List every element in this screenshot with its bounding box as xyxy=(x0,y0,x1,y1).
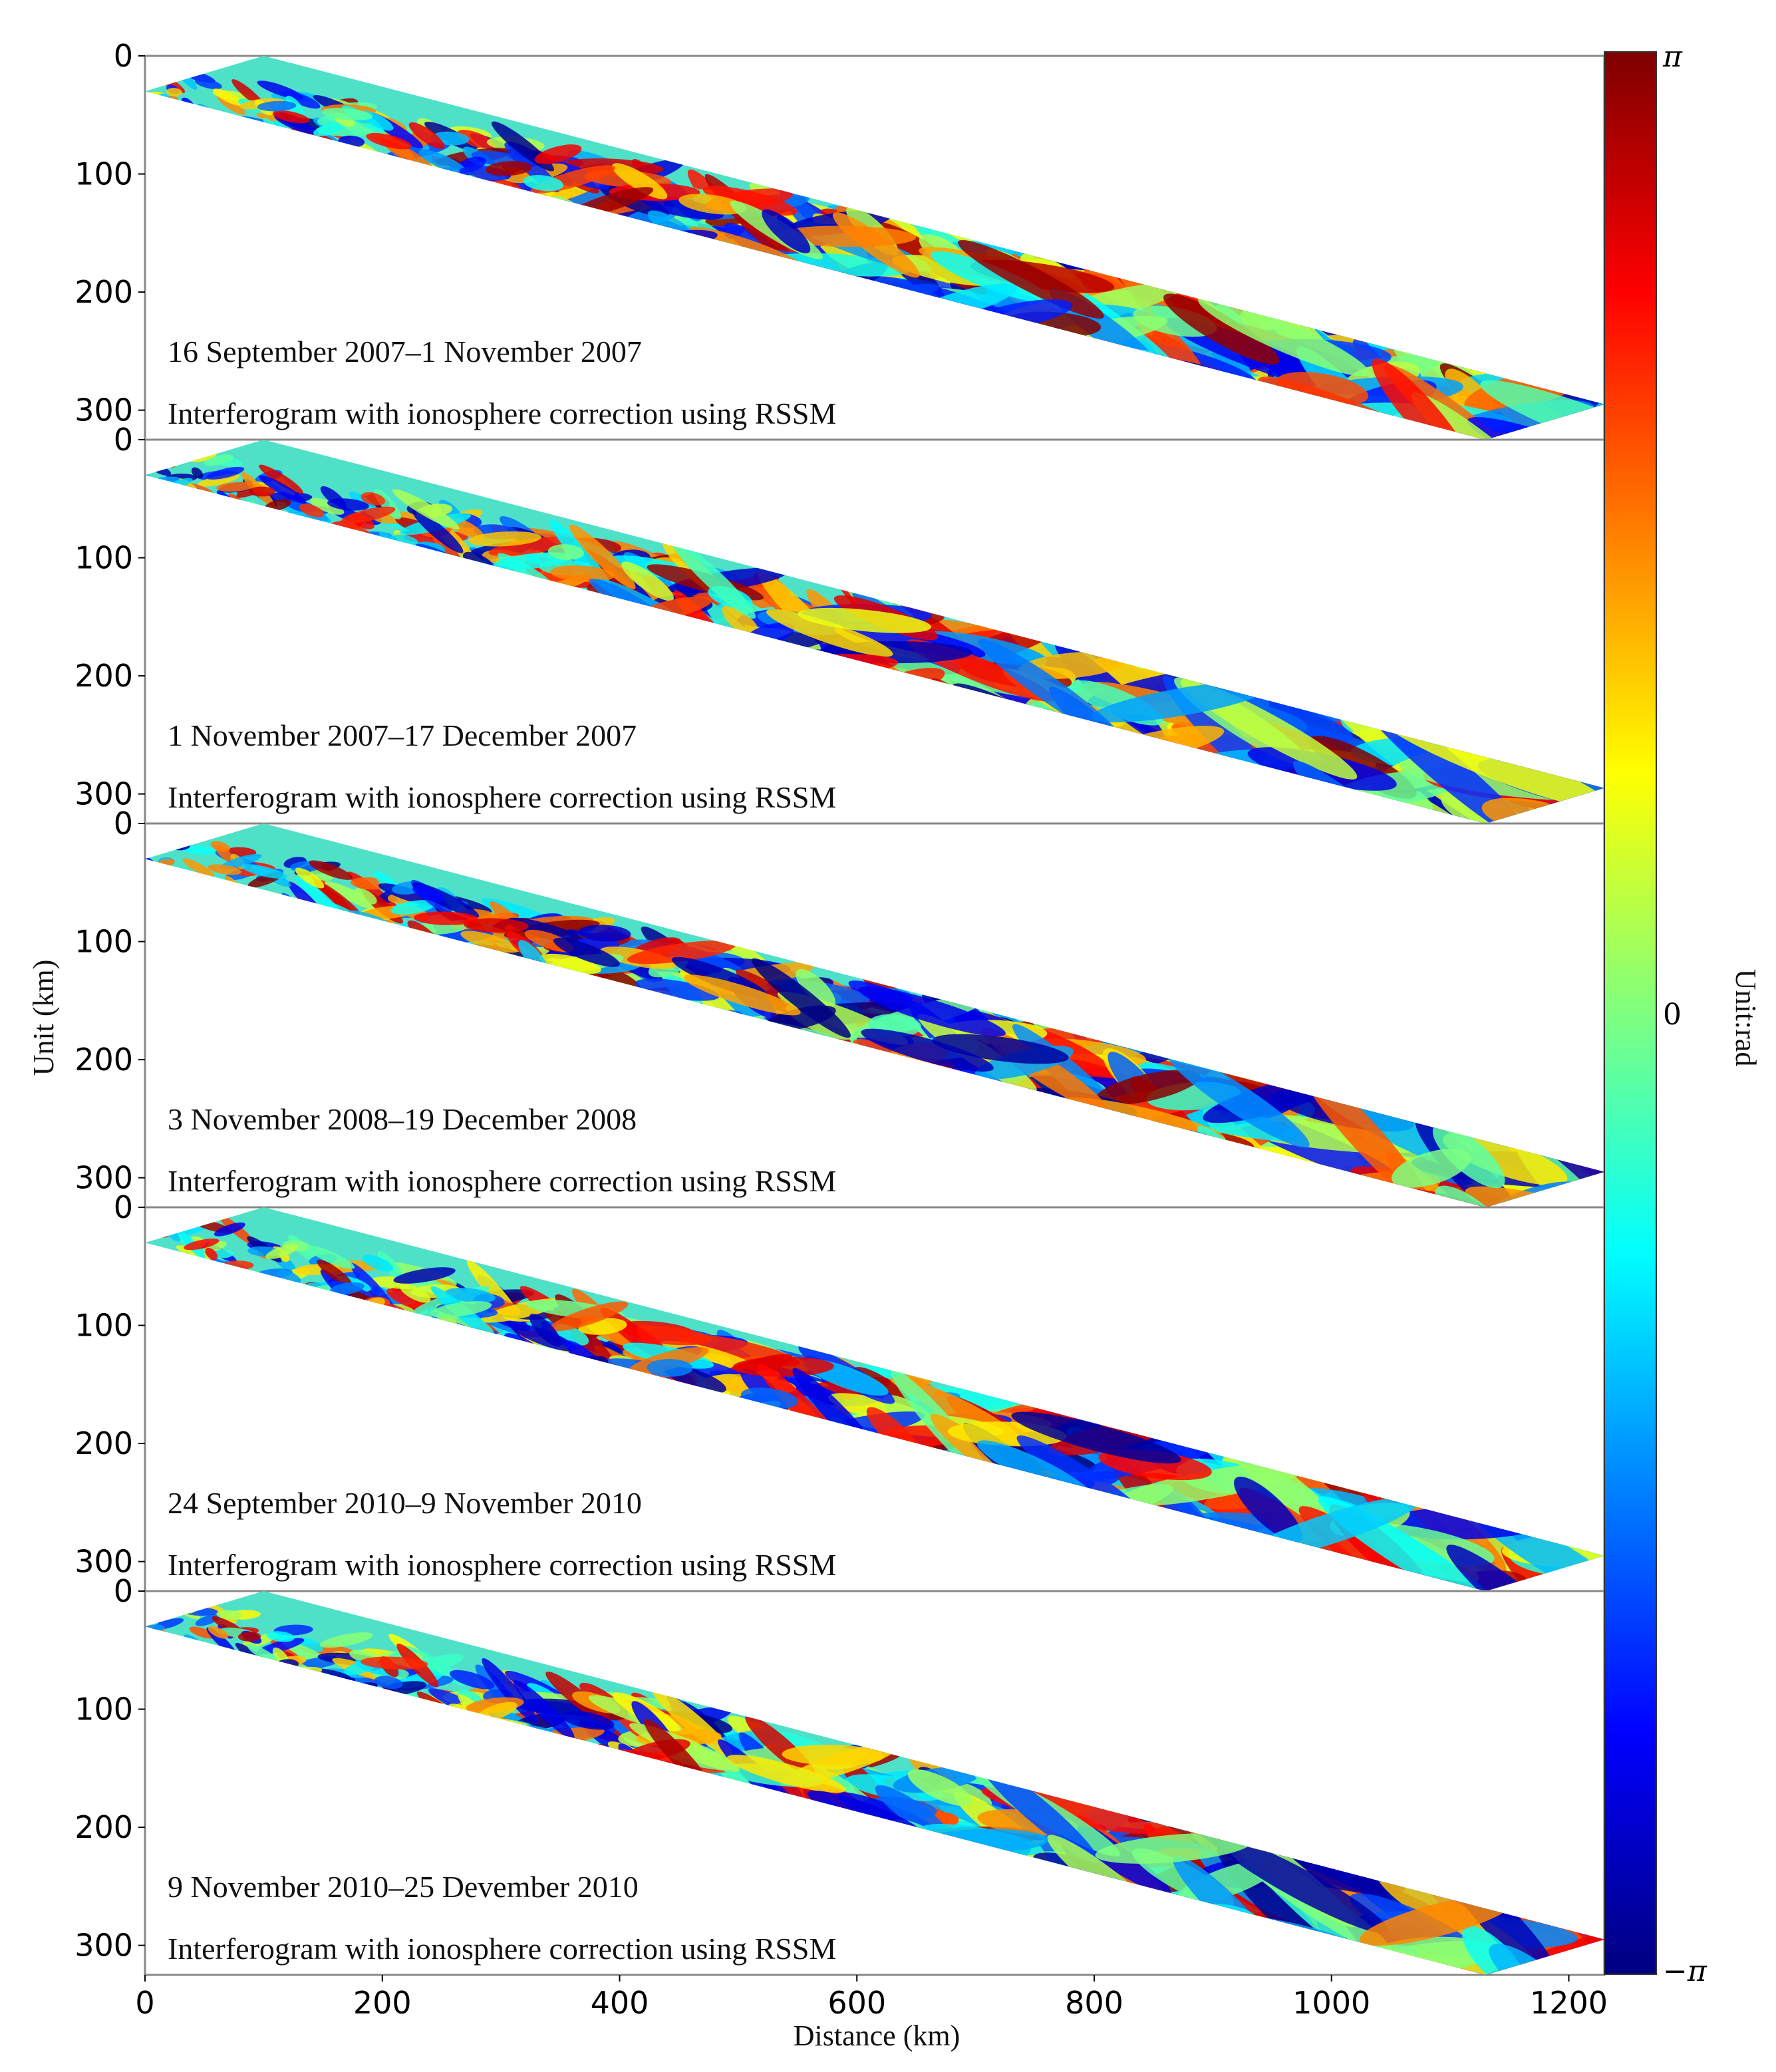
x-axis: 0 200 400 600 800 1000 1200 xyxy=(135,1975,1608,2021)
y-tick-label: 100 xyxy=(74,1308,133,1344)
y-tick-label: 0 xyxy=(114,38,133,74)
colorbar-tick-min: −π xyxy=(1663,1954,1707,1988)
y-tick-label: 200 xyxy=(74,1042,133,1078)
panel-date-range: 1 November 2007–17 December 2007 xyxy=(168,718,637,752)
panel-date-range: 24 September 2010–9 November 2010 xyxy=(168,1486,642,1520)
colorbar-tick-mid: 0 xyxy=(1663,998,1682,1032)
y-tick-label: 100 xyxy=(74,1692,133,1727)
y-tick-label: 200 xyxy=(74,1425,133,1461)
y-tick-label: 300 xyxy=(74,776,133,812)
interferogram-panel: 0 100 200 300 24 September 2010–9 November 2… xyxy=(74,1189,1606,1592)
y-tick-label: 200 xyxy=(74,1809,133,1845)
x-tick-label: 1200 xyxy=(1530,1985,1608,2021)
y-tick-label: 300 xyxy=(74,1544,133,1580)
panel-date-range: 3 November 2008–19 December 2008 xyxy=(168,1102,637,1136)
x-tick-label: 200 xyxy=(353,1985,412,2021)
x-tick-label: 400 xyxy=(591,1985,649,2021)
panel-description: Interferogram with ionosphere correction… xyxy=(168,1164,836,1198)
interferogram-panel: 0 100 200 300 16 September 2007–1 November 2… xyxy=(74,38,1606,441)
x-tick-label: 1000 xyxy=(1292,1985,1370,2021)
panels-group: 0 100 200 300 16 September 2007–1 November 2… xyxy=(74,38,1606,1976)
panel-date-range: 16 September 2007–1 November 2007 xyxy=(168,335,642,369)
y-tick-label: 0 xyxy=(114,422,133,458)
panel-description: Interferogram with ionosphere correction… xyxy=(168,780,836,814)
y-axis-label: Unit (km) xyxy=(27,960,60,1076)
interferogram-panel: 0 100 200 300 9 November 2010–25 Devember 20… xyxy=(74,1573,1606,1976)
panel-description: Interferogram with ionosphere correction… xyxy=(168,1932,836,1966)
y-tick-label: 300 xyxy=(74,1160,133,1196)
panel-date-range: 9 November 2010–25 Devember 2010 xyxy=(168,1870,639,1904)
panel-description: Interferogram with ionosphere correction… xyxy=(168,396,836,430)
x-axis-label: Distance (km) xyxy=(794,2019,960,2052)
y-tick-label: 100 xyxy=(74,540,133,576)
x-tick-label: 600 xyxy=(827,1985,886,2021)
x-tick-label: 800 xyxy=(1065,1985,1123,2021)
panel-description: Interferogram with ionosphere correction… xyxy=(168,1548,836,1582)
y-tick-label: 100 xyxy=(74,156,133,192)
interferogram-panel: 0 100 200 300 1 November 2007–17 December 20… xyxy=(74,422,1606,825)
y-tick-label: 0 xyxy=(114,806,133,841)
interferogram-panel: 0 100 200 300 3 November 2008–19 December 20… xyxy=(74,806,1606,1209)
y-tick-label: 200 xyxy=(74,658,133,694)
y-tick-label: 100 xyxy=(74,924,133,960)
colorbar-tick-max: π xyxy=(1662,40,1683,74)
colorbar-label: Unit:rad xyxy=(1729,969,1762,1067)
y-tick-label: 0 xyxy=(114,1573,133,1609)
y-tick-label: 200 xyxy=(74,274,133,310)
y-tick-label: 300 xyxy=(74,1928,133,1964)
colorbar xyxy=(1604,51,1657,1975)
y-tick-label: 300 xyxy=(74,392,133,428)
y-tick-label: 0 xyxy=(114,1189,133,1225)
x-tick-label: 0 xyxy=(135,1985,154,2021)
